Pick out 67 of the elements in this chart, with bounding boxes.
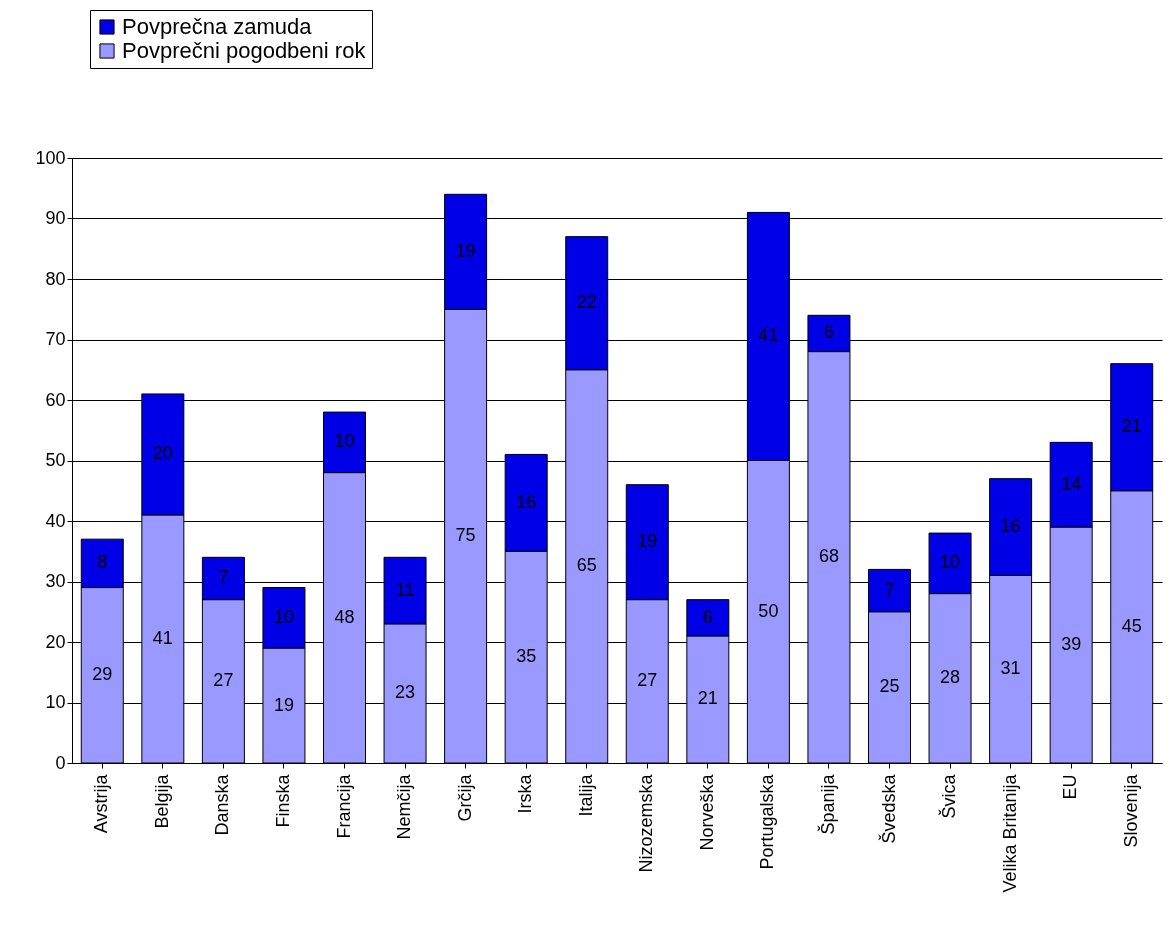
data-label: 25	[879, 676, 900, 697]
data-label: 10	[334, 431, 355, 452]
data-label: 41	[152, 627, 173, 648]
x-tick-label: Portugalska	[757, 773, 778, 870]
data-label: 7	[218, 567, 229, 588]
x-tick-label: Nemčija	[394, 773, 415, 840]
y-tick-label: 80	[45, 268, 66, 289]
y-tick-label: 20	[45, 631, 66, 652]
data-label: 16	[516, 491, 537, 512]
x-tick-label: EU	[1060, 774, 1081, 800]
data-label: 10	[273, 606, 294, 627]
y-tick-label: 50	[45, 450, 66, 470]
x-tick-label: Švica	[938, 773, 960, 819]
data-label: 19	[637, 531, 658, 552]
data-label: 19	[455, 240, 476, 261]
x-tick-label: Danska	[212, 773, 233, 836]
x-tick-label: Italija	[575, 773, 596, 817]
data-label: 45	[1121, 615, 1142, 636]
data-label: 28	[940, 667, 961, 688]
data-label: 27	[637, 670, 658, 691]
y-tick-label: 60	[45, 389, 66, 410]
data-label: 11	[395, 579, 415, 600]
y-tick-label: 10	[45, 692, 66, 712]
x-tick-label: Španija	[816, 773, 838, 835]
data-label: 21	[1121, 416, 1142, 437]
data-label: 8	[97, 552, 108, 573]
data-label: 16	[1000, 516, 1021, 537]
y-tick-label: 90	[45, 208, 66, 228]
data-label: 39	[1061, 634, 1082, 655]
data-label: 48	[334, 606, 355, 627]
y-tick-label: 30	[45, 571, 66, 591]
y-tick-label: 100	[35, 147, 66, 168]
data-label: 27	[213, 670, 234, 691]
x-tick-label: Finska	[272, 773, 293, 828]
data-label: 6	[702, 606, 713, 627]
data-label: 35	[516, 646, 537, 667]
x-tick-label: Belgija	[151, 773, 172, 829]
data-label: 31	[1000, 658, 1021, 679]
x-tick-label: Švedska	[877, 773, 899, 844]
y-tick-label: 70	[45, 329, 66, 349]
data-label: 10	[940, 552, 961, 573]
data-label: 20	[152, 443, 173, 464]
data-label: 22	[576, 292, 597, 313]
data-label: 68	[818, 546, 839, 567]
data-label: 23	[395, 682, 416, 703]
x-tick-label: Francija	[333, 773, 354, 839]
data-label: 14	[1061, 473, 1082, 494]
x-tick-label: Velika Britanija	[999, 773, 1020, 893]
data-label: 7	[884, 579, 895, 600]
legend-label: Povprečni pogodbeni rok	[122, 38, 367, 63]
x-tick-label: Grčija	[454, 773, 475, 822]
x-tick-label: Slovenija	[1120, 773, 1141, 848]
data-label: 41	[758, 325, 779, 346]
data-label: 21	[697, 688, 718, 709]
y-tick-label: 40	[45, 510, 66, 531]
x-tick-label: Nizozemska	[636, 773, 657, 873]
data-label: 6	[823, 322, 834, 343]
legend-label: Povprečna zamuda	[122, 14, 313, 39]
x-tick-label: Irska	[515, 773, 536, 814]
x-tick-label: Norveška	[696, 773, 717, 851]
y-tick-label: 0	[55, 752, 66, 773]
data-label: 29	[92, 664, 113, 685]
data-label: 19	[273, 694, 294, 715]
data-label: 65	[576, 555, 597, 576]
x-tick-label: Avstrija	[91, 773, 112, 834]
data-label: 75	[455, 525, 476, 546]
data-label: 50	[758, 600, 779, 621]
